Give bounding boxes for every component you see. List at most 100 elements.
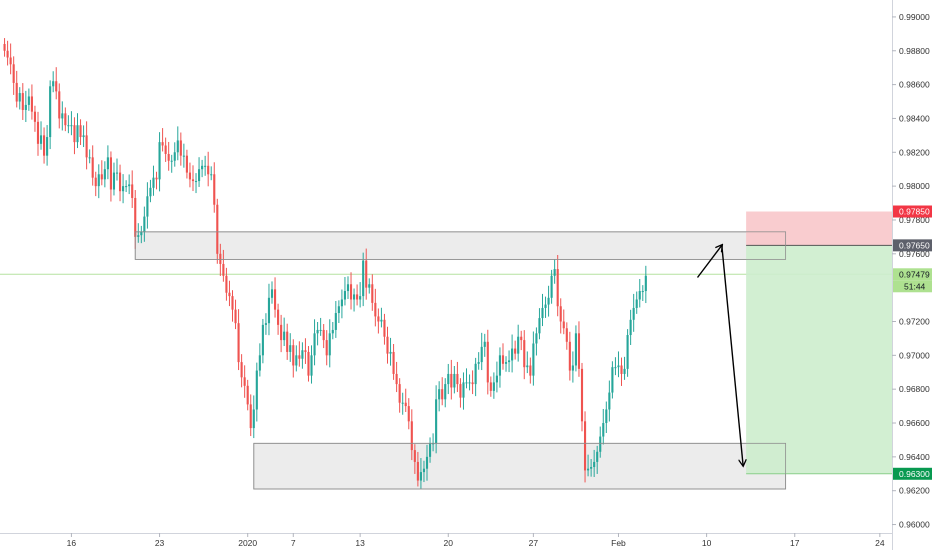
candle-body — [267, 297, 271, 324]
candle-body — [593, 461, 596, 468]
candle-body — [356, 294, 359, 300]
candle-body — [632, 307, 635, 320]
candle-body — [188, 172, 192, 180]
candle-body — [207, 165, 210, 175]
candle-body — [310, 355, 313, 376]
candle-body — [371, 284, 374, 303]
x-tick-label: 27 — [529, 538, 539, 548]
current-price-badge-bg — [893, 268, 932, 281]
candle-body — [167, 153, 170, 161]
candle-body — [614, 367, 617, 369]
candle-body — [94, 177, 97, 187]
candle-body — [605, 409, 608, 424]
candle-body — [134, 197, 137, 237]
candle-body — [301, 350, 304, 359]
y-tick-label: 0.96600 — [899, 418, 930, 428]
candle-body — [143, 216, 146, 232]
candle-body — [514, 348, 517, 354]
x-tick-label: 7 — [291, 538, 296, 548]
candle-body — [541, 307, 544, 319]
candle-body — [158, 142, 161, 180]
candle-body — [477, 362, 480, 364]
entry-price-badge-bg — [893, 239, 932, 252]
candle-body — [118, 172, 122, 192]
candle-body — [520, 336, 523, 341]
candle-body — [3, 43, 6, 51]
candle-body — [115, 172, 119, 174]
target-price-badge: 0.96300 — [899, 469, 930, 479]
x-tick-label: 24 — [875, 538, 885, 548]
candle-body — [164, 145, 167, 154]
candle-body — [252, 409, 255, 429]
candle-body — [511, 348, 514, 361]
candle-body — [313, 333, 316, 356]
candle-body — [97, 174, 100, 187]
candle-body — [46, 137, 49, 156]
candle-body — [173, 152, 176, 161]
candle-body — [322, 329, 325, 341]
stop-price-badge: 0.97850 — [899, 207, 930, 217]
candle-body — [392, 351, 395, 374]
candle-body — [194, 181, 198, 183]
candle-body — [103, 169, 106, 180]
candle-body — [270, 289, 274, 298]
candle-body — [459, 384, 462, 398]
candle-body — [82, 135, 85, 138]
candle-body — [562, 321, 565, 329]
candle-body — [635, 299, 638, 308]
countdown-badge: 51:44 — [904, 281, 926, 291]
candle-body — [298, 355, 301, 359]
candle-body — [58, 91, 61, 119]
candle-body — [261, 324, 264, 356]
resistance-zone — [134, 231, 787, 260]
candles-group — [3, 38, 647, 489]
candle-body — [331, 329, 334, 334]
candle-body — [316, 329, 319, 334]
candle-body — [131, 184, 134, 198]
candle-body — [149, 187, 152, 197]
candle-body — [365, 260, 368, 288]
candle-body — [216, 204, 219, 254]
candle-body — [146, 196, 149, 217]
candle-body — [55, 81, 58, 92]
candle-body — [340, 299, 343, 307]
candle-body — [258, 355, 261, 371]
candle-body — [565, 328, 568, 342]
candle-body — [550, 275, 553, 298]
x-tick-label: 20 — [444, 538, 454, 548]
candle-body — [401, 402, 404, 404]
candle-body — [61, 113, 64, 119]
candle-body — [319, 329, 322, 331]
candle-body — [12, 64, 15, 83]
candle-body — [517, 336, 520, 354]
candle-body — [283, 331, 286, 341]
current-price-badge: 0.97479 — [899, 269, 930, 279]
candle-body — [76, 125, 79, 143]
y-tick-label: 0.96200 — [899, 486, 930, 496]
support-zone — [253, 442, 787, 490]
candle-body — [36, 121, 40, 144]
y-tick-label: 0.97800 — [899, 215, 930, 225]
candle-body — [225, 275, 228, 293]
candle-body — [483, 341, 486, 347]
candle-body — [52, 81, 55, 87]
candle-body — [407, 406, 410, 422]
candle-body — [328, 333, 331, 356]
candle-body — [18, 93, 21, 102]
candle-body — [234, 309, 237, 324]
candle-body — [620, 365, 623, 374]
candle-body — [474, 363, 477, 385]
candle-body — [201, 165, 204, 170]
candle-body — [292, 345, 295, 366]
candle-body — [304, 350, 307, 352]
y-tick-label: 0.96800 — [899, 384, 930, 394]
candle-body — [538, 318, 541, 334]
candle-body — [532, 343, 535, 376]
candle-body — [152, 177, 155, 188]
candle-body — [219, 253, 222, 264]
candle-body — [422, 468, 426, 473]
candle-body — [337, 306, 340, 314]
x-tick-label: 17 — [790, 538, 800, 548]
